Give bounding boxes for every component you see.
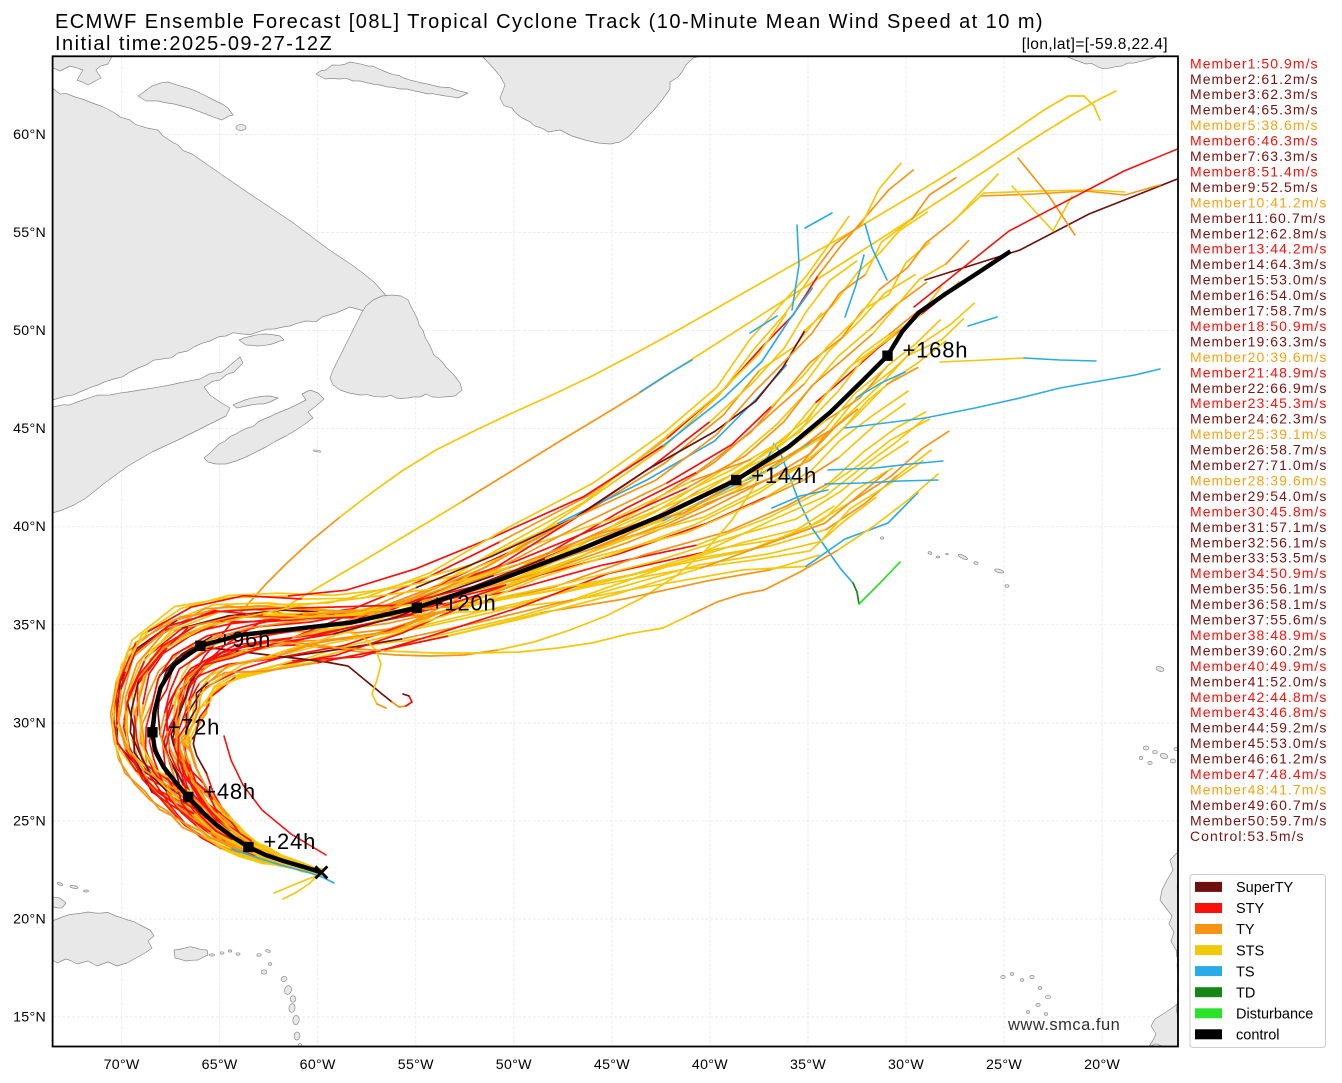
svg-text:Member39:60.2m/s: Member39:60.2m/s (1190, 642, 1327, 658)
svg-text:Member44:59.2m/s: Member44:59.2m/s (1190, 720, 1327, 736)
svg-text:Member37:55.6m/s: Member37:55.6m/s (1190, 612, 1327, 628)
svg-text:Member36:58.1m/s: Member36:58.1m/s (1190, 596, 1327, 612)
svg-text:+144h: +144h (751, 463, 817, 488)
svg-text:Member3:62.3m/s: Member3:62.3m/s (1190, 86, 1319, 102)
svg-text:[lon,lat]=[-59.8,22.4]: [lon,lat]=[-59.8,22.4] (1022, 36, 1168, 53)
svg-text:+48h: +48h (203, 779, 256, 804)
svg-text:Member43:46.8m/s: Member43:46.8m/s (1190, 704, 1327, 720)
svg-text:55°W: 55°W (398, 1057, 434, 1073)
svg-text:+72h: +72h (167, 714, 220, 739)
svg-text:Member38:48.9m/s: Member38:48.9m/s (1190, 627, 1327, 643)
svg-text:50°N: 50°N (13, 323, 46, 339)
svg-text:Member15:53.0m/s: Member15:53.0m/s (1190, 272, 1327, 288)
svg-text:Member25:39.1m/s: Member25:39.1m/s (1190, 426, 1327, 442)
svg-text:60°N: 60°N (13, 127, 46, 143)
svg-text:Member8:51.4m/s: Member8:51.4m/s (1190, 163, 1319, 179)
svg-text:30°N: 30°N (13, 715, 46, 731)
svg-text:+96h: +96h (218, 627, 271, 652)
svg-text:70°W: 70°W (104, 1057, 140, 1073)
svg-text:Member1:50.9m/s: Member1:50.9m/s (1190, 55, 1319, 71)
svg-text:Member17:58.7m/s: Member17:58.7m/s (1190, 303, 1327, 319)
svg-text:Member30:45.8m/s: Member30:45.8m/s (1190, 503, 1327, 519)
svg-text:Member35:56.1m/s: Member35:56.1m/s (1190, 581, 1327, 597)
svg-text:Member18:50.9m/s: Member18:50.9m/s (1190, 318, 1327, 334)
svg-text:60°W: 60°W (300, 1057, 336, 1073)
svg-text:Member20:39.6m/s: Member20:39.6m/s (1190, 349, 1327, 365)
svg-text:Member22:66.9m/s: Member22:66.9m/s (1190, 380, 1327, 396)
svg-text:SuperTY: SuperTY (1236, 880, 1294, 896)
svg-text:Member29:54.0m/s: Member29:54.0m/s (1190, 488, 1327, 504)
svg-text:ECMWF Ensemble Forecast [08L]: ECMWF Ensemble Forecast [08L] Tropical C… (55, 11, 1044, 33)
svg-text:Member7:63.3m/s: Member7:63.3m/s (1190, 148, 1319, 164)
svg-text:Member19:63.3m/s: Member19:63.3m/s (1190, 333, 1327, 349)
svg-text:TS: TS (1236, 964, 1255, 980)
svg-text:Member32:56.1m/s: Member32:56.1m/s (1190, 534, 1327, 550)
svg-text:65°W: 65°W (202, 1057, 238, 1073)
svg-text:Member46:61.2m/s: Member46:61.2m/s (1190, 751, 1327, 767)
svg-text:Control:53.5m/s: Control:53.5m/s (1190, 828, 1305, 844)
svg-text:Member11:60.7m/s: Member11:60.7m/s (1190, 210, 1326, 226)
svg-text:Member45:53.0m/s: Member45:53.0m/s (1190, 735, 1327, 751)
svg-text:www.smca.fun: www.smca.fun (1007, 1016, 1120, 1034)
svg-text:Member47:48.4m/s: Member47:48.4m/s (1190, 766, 1327, 782)
svg-text:Member5:38.6m/s: Member5:38.6m/s (1190, 117, 1319, 133)
svg-text:40°W: 40°W (692, 1057, 728, 1073)
svg-text:Member2:61.2m/s: Member2:61.2m/s (1190, 71, 1319, 87)
svg-text:20°W: 20°W (1084, 1057, 1120, 1073)
svg-text:Member26:58.7m/s: Member26:58.7m/s (1190, 442, 1327, 458)
svg-text:Member23:45.3m/s: Member23:45.3m/s (1190, 395, 1327, 411)
svg-text:Disturbance: Disturbance (1236, 1007, 1313, 1023)
svg-text:+120h: +120h (431, 591, 497, 616)
svg-text:45°N: 45°N (13, 421, 46, 437)
svg-text:15°N: 15°N (13, 1010, 46, 1026)
svg-text:STS: STS (1236, 943, 1264, 959)
svg-text:control: control (1236, 1028, 1280, 1044)
svg-text:Member49:60.7m/s: Member49:60.7m/s (1190, 797, 1327, 813)
svg-text:Member14:64.3m/s: Member14:64.3m/s (1190, 256, 1327, 272)
svg-text:Member27:71.0m/s: Member27:71.0m/s (1190, 457, 1327, 473)
svg-text:Member42:44.8m/s: Member42:44.8m/s (1190, 689, 1327, 705)
svg-text:Member4:65.3m/s: Member4:65.3m/s (1190, 102, 1319, 118)
svg-text:Member48:41.7m/s: Member48:41.7m/s (1190, 781, 1327, 797)
svg-text:Member10:41.2m/s: Member10:41.2m/s (1190, 194, 1327, 210)
svg-text:Member50:59.7m/s: Member50:59.7m/s (1190, 812, 1327, 828)
svg-text:Member31:57.1m/s: Member31:57.1m/s (1190, 519, 1327, 535)
svg-text:Member33:53.5m/s: Member33:53.5m/s (1190, 550, 1327, 566)
svg-text:45°W: 45°W (594, 1057, 630, 1073)
svg-text:Member13:44.2m/s: Member13:44.2m/s (1190, 241, 1327, 257)
svg-text:TY: TY (1236, 922, 1255, 938)
svg-text:35°W: 35°W (790, 1057, 826, 1073)
svg-text:25°W: 25°W (986, 1057, 1022, 1073)
svg-text:35°N: 35°N (13, 617, 46, 633)
svg-text:Member9:52.5m/s: Member9:52.5m/s (1190, 179, 1319, 195)
svg-text:Member21:48.9m/s: Member21:48.9m/s (1190, 364, 1327, 380)
svg-text:TD: TD (1236, 985, 1255, 1001)
svg-text:+168h: +168h (903, 338, 969, 363)
svg-text:Member6:46.3m/s: Member6:46.3m/s (1190, 133, 1319, 149)
svg-text:Member16:54.0m/s: Member16:54.0m/s (1190, 287, 1327, 303)
svg-text:55°N: 55°N (13, 225, 46, 241)
svg-text:Member40:49.9m/s: Member40:49.9m/s (1190, 658, 1327, 674)
svg-text:Member24:62.3m/s: Member24:62.3m/s (1190, 411, 1327, 427)
svg-text:Initial time:2025-09-27-12Z: Initial time:2025-09-27-12Z (55, 33, 333, 55)
svg-text:+24h: +24h (263, 829, 316, 854)
svg-text:Member28:39.6m/s: Member28:39.6m/s (1190, 472, 1327, 488)
svg-text:Member12:62.8m/s: Member12:62.8m/s (1190, 225, 1327, 241)
svg-text:STY: STY (1236, 901, 1265, 917)
svg-text:Member34:50.9m/s: Member34:50.9m/s (1190, 565, 1327, 581)
svg-text:Member41:52.0m/s: Member41:52.0m/s (1190, 673, 1327, 689)
svg-text:20°N: 20°N (13, 912, 46, 928)
svg-text:30°W: 30°W (888, 1057, 924, 1073)
svg-text:25°N: 25°N (13, 813, 46, 829)
svg-text:40°N: 40°N (13, 519, 46, 535)
svg-text:50°W: 50°W (496, 1057, 532, 1073)
